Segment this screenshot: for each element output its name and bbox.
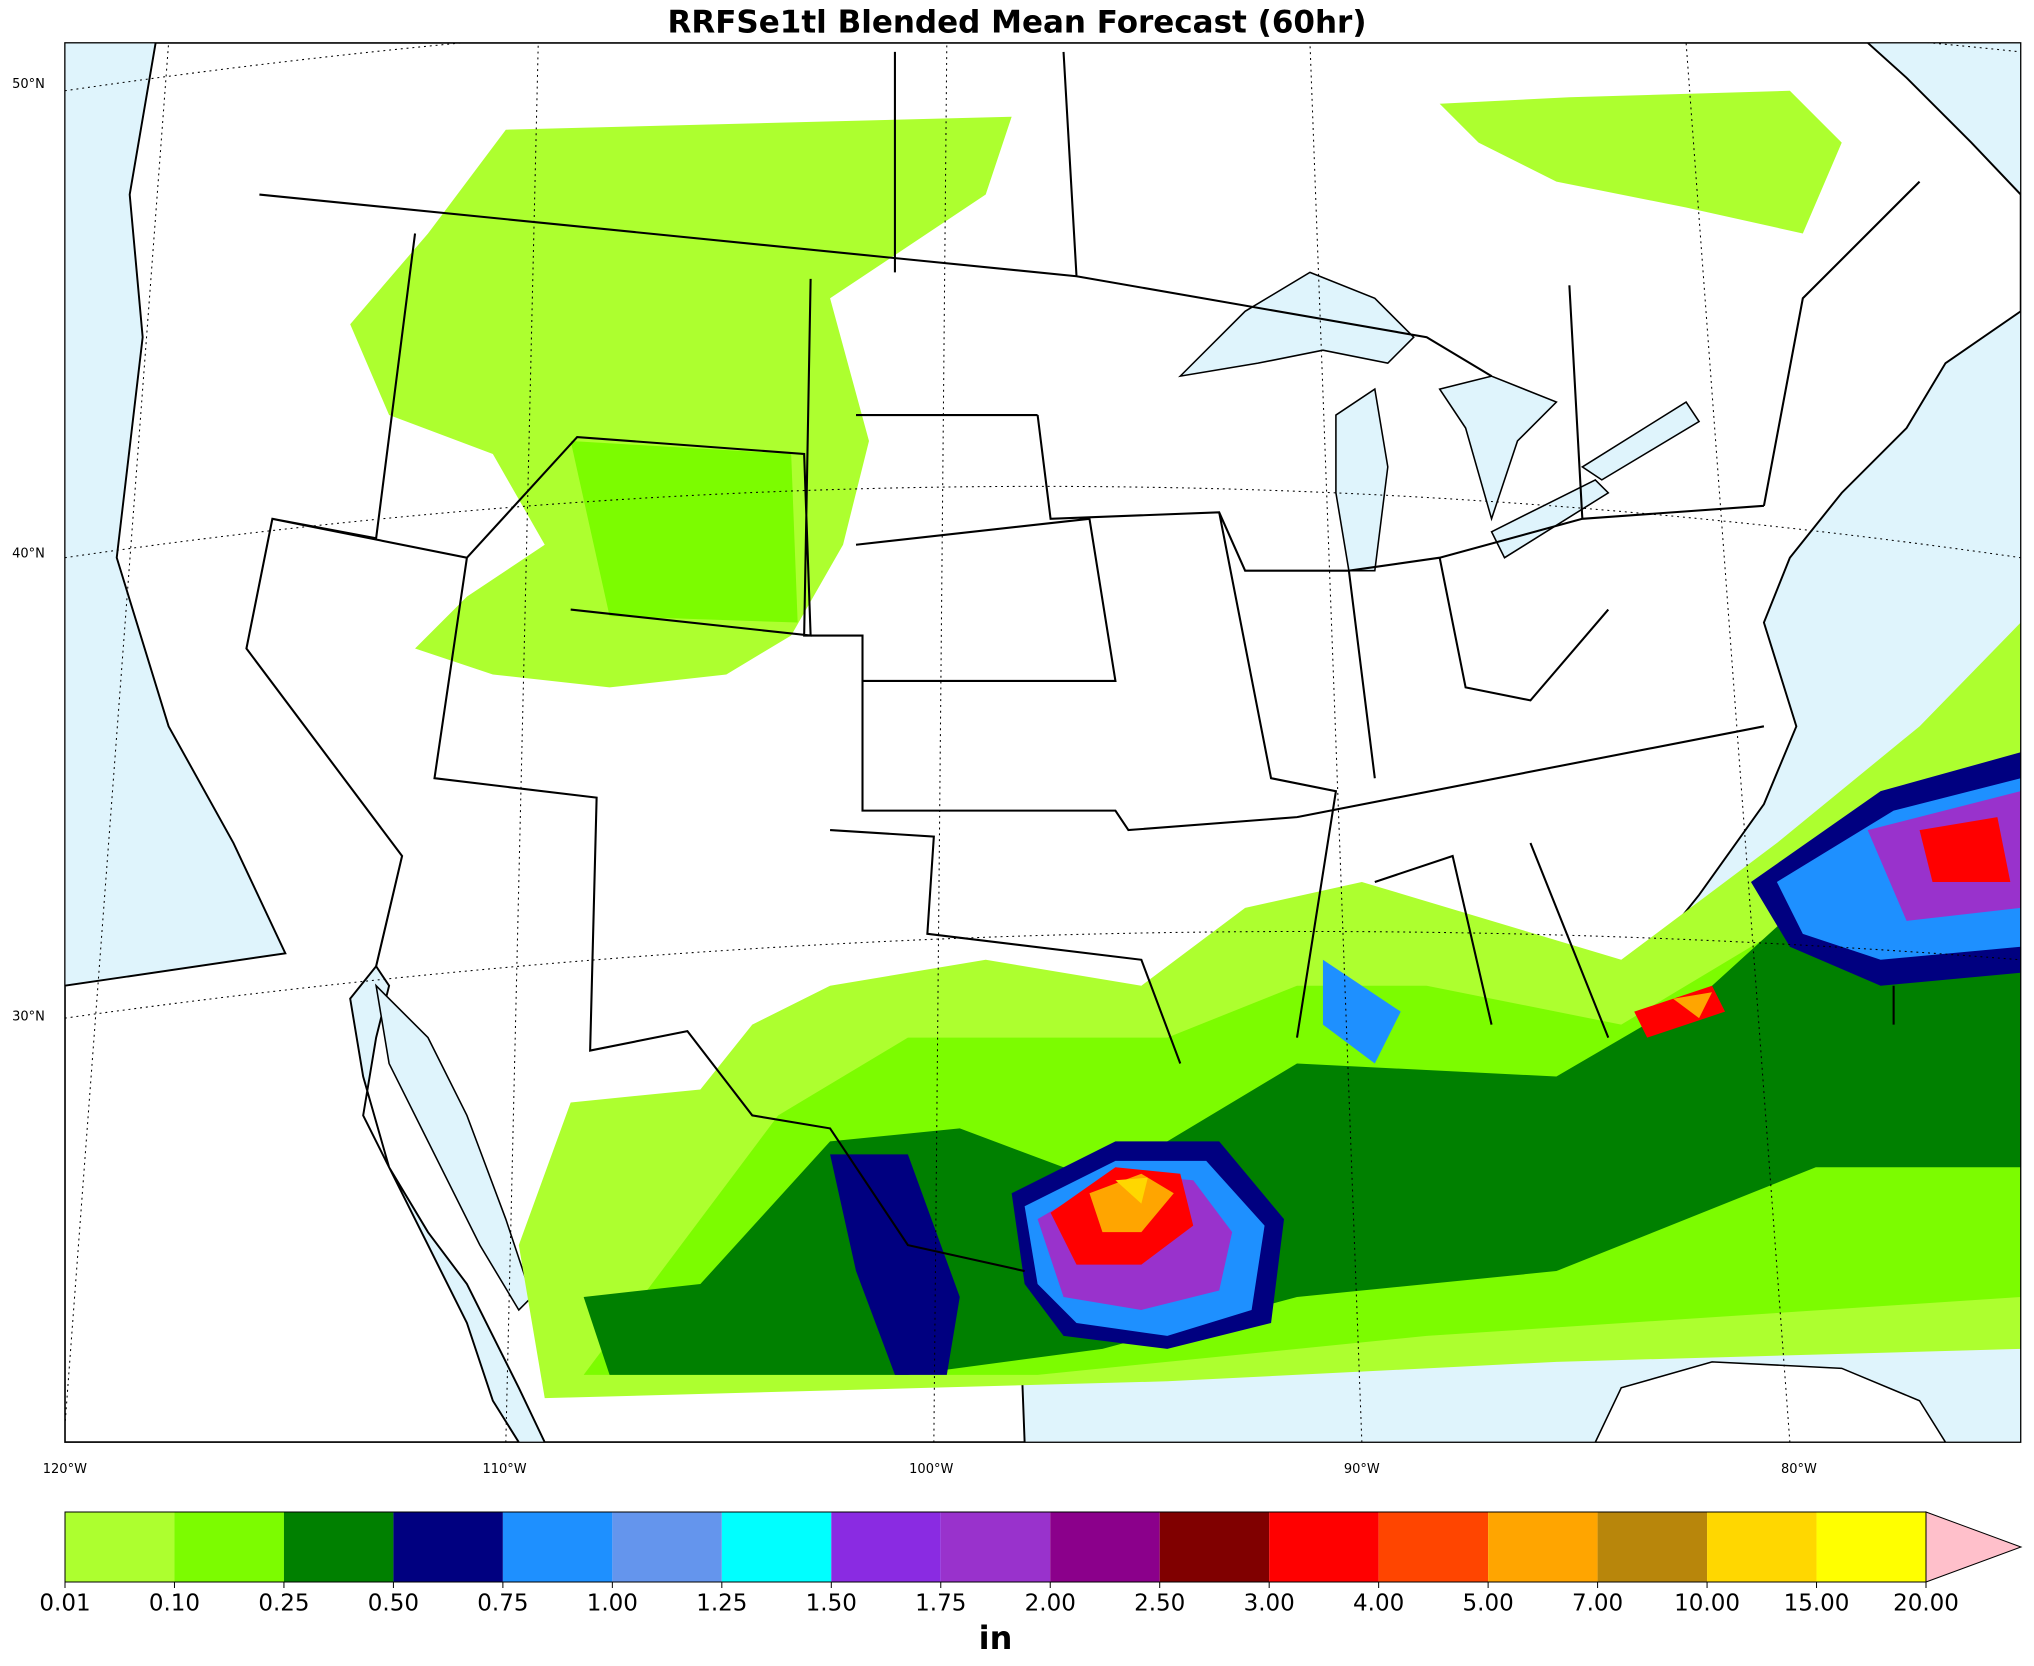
colorbar-swatch: [1378, 1512, 1489, 1582]
map: [64, 42, 2022, 1443]
lat-label: 40°N: [12, 546, 45, 561]
colorbar-swatch: [612, 1512, 722, 1582]
colorbar-swatch: [831, 1512, 941, 1582]
gulf-of-california: [374, 983, 533, 1312]
colorbar-tick-label: 2.50: [1134, 1591, 1185, 1617]
caribbean-land: [1594, 1361, 1947, 1443]
state-borders: [245, 51, 1921, 1273]
colorbar-swatch: [1050, 1512, 1160, 1582]
colorbar-extend: [1925, 1511, 2023, 1583]
colorbar-swatch: [283, 1512, 394, 1582]
colorbar-swatch: [174, 1512, 284, 1582]
colorbar-tick-label: 0.25: [258, 1591, 309, 1617]
colorbar-swatch: [393, 1512, 503, 1582]
colorbar-tick-label: 1.75: [915, 1591, 966, 1617]
map-frame: [64, 42, 2022, 1443]
lon-label: 80°W: [1781, 1462, 1817, 1477]
colorbar-tick-label: 1.50: [806, 1591, 857, 1617]
colorbar-label: in: [979, 1619, 1013, 1657]
colorbar-swatch: [940, 1512, 1051, 1582]
colorbar-tick-label: 15.00: [1784, 1591, 1850, 1617]
colorbar-swatch: [65, 1512, 175, 1582]
colorbar-tick-label: 0.01: [39, 1591, 90, 1617]
colorbar-swatch: [1269, 1512, 1379, 1582]
colorbar-tick-label: 10.00: [1674, 1591, 1740, 1617]
colorbar-swatch: [721, 1512, 832, 1582]
lon-label: 90°W: [1344, 1462, 1380, 1477]
colorbar-tick-label: 2.00: [1025, 1591, 1076, 1617]
colorbar-tick-label: 1.25: [696, 1591, 747, 1617]
colorbar-swatch: [1707, 1512, 1817, 1582]
colorbar-tick-label: 3.00: [1244, 1591, 1295, 1617]
colorbar-swatch: [1597, 1512, 1708, 1582]
colorbar-tick-label: 0.50: [368, 1591, 419, 1617]
colorbar-tick-label: 0.75: [477, 1591, 528, 1617]
colorbar-swatch: [1159, 1512, 1270, 1582]
colorbar-tick-label: 7.00: [1572, 1591, 1623, 1617]
colorbar-tick-label: 4.00: [1353, 1591, 1404, 1617]
colorbar-swatch: [1488, 1512, 1598, 1582]
great-lakes: [1178, 271, 1701, 572]
colorbar-frame: [64, 1511, 1927, 1583]
lon-label: 120°W: [43, 1462, 87, 1477]
colorbar-tick-label: 5.00: [1463, 1591, 1514, 1617]
precipitation: [350, 90, 2021, 1399]
colorbar-swatch: [1816, 1512, 1926, 1582]
colorbar-swatch: [502, 1512, 613, 1582]
colorbar-tick-label: 20.00: [1893, 1591, 1959, 1617]
lon-label: 100°W: [909, 1462, 953, 1477]
lat-label: 50°N: [12, 77, 45, 92]
colorbar-tick-label: 1.00: [587, 1591, 638, 1617]
lon-label: 110°W: [482, 1462, 526, 1477]
colorbar-tick-label: 0.10: [149, 1591, 200, 1617]
lat-label: 30°N: [12, 1009, 45, 1024]
title: RRFSe1tl Blended Mean Forecast (60hr): [668, 5, 1367, 41]
